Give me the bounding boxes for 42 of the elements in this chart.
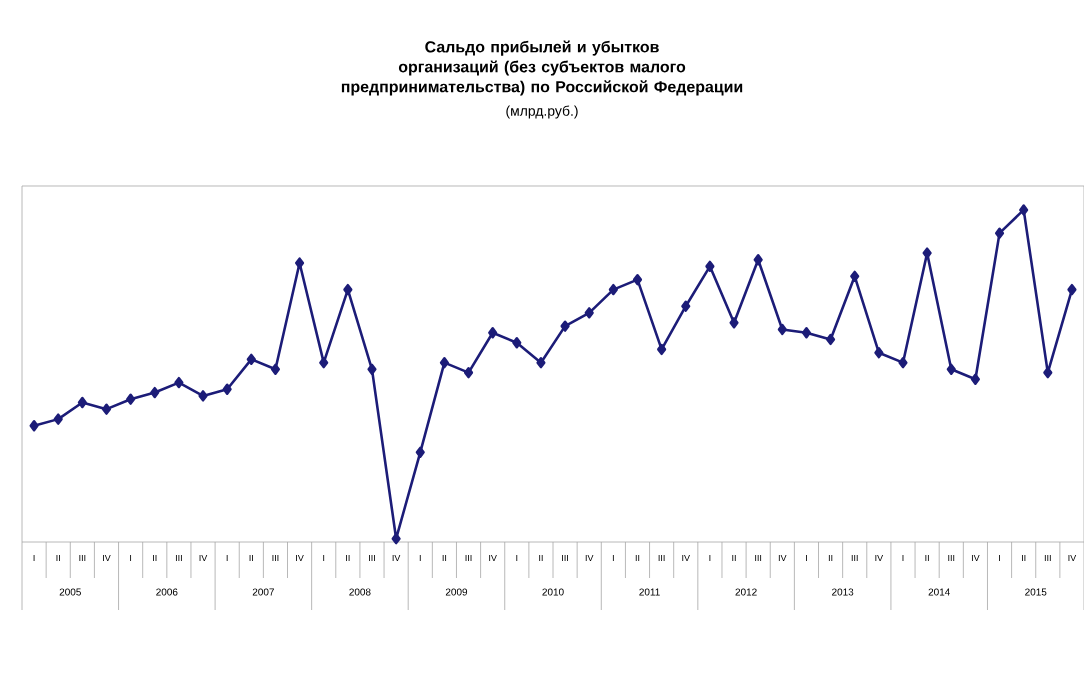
point — [801, 327, 812, 339]
point — [898, 356, 908, 369]
point — [150, 386, 160, 399]
point — [753, 254, 763, 266]
point — [777, 323, 787, 336]
point — [850, 270, 860, 283]
point — [512, 337, 522, 349]
point — [1067, 283, 1077, 296]
point — [270, 363, 281, 375]
point — [198, 390, 208, 402]
point — [536, 356, 546, 369]
point — [560, 320, 570, 332]
point — [415, 446, 425, 459]
point — [994, 227, 1005, 239]
point — [729, 317, 739, 329]
point — [391, 533, 401, 545]
point — [294, 257, 305, 269]
point — [825, 333, 836, 346]
point — [1019, 204, 1029, 216]
point — [632, 273, 643, 286]
point — [367, 363, 377, 375]
point — [463, 366, 474, 379]
point — [246, 353, 256, 366]
point — [608, 283, 618, 296]
point — [53, 413, 63, 425]
point — [126, 393, 136, 405]
point — [874, 347, 884, 359]
point — [77, 396, 87, 409]
point — [101, 403, 112, 415]
point — [488, 327, 498, 339]
point — [29, 420, 39, 432]
point — [657, 343, 667, 356]
point — [584, 307, 594, 319]
point — [946, 363, 956, 375]
point — [222, 383, 232, 395]
point — [343, 283, 353, 296]
point — [970, 373, 980, 385]
point — [681, 300, 691, 312]
point — [174, 376, 184, 389]
point — [319, 356, 329, 369]
point — [439, 356, 449, 369]
point — [705, 260, 715, 273]
